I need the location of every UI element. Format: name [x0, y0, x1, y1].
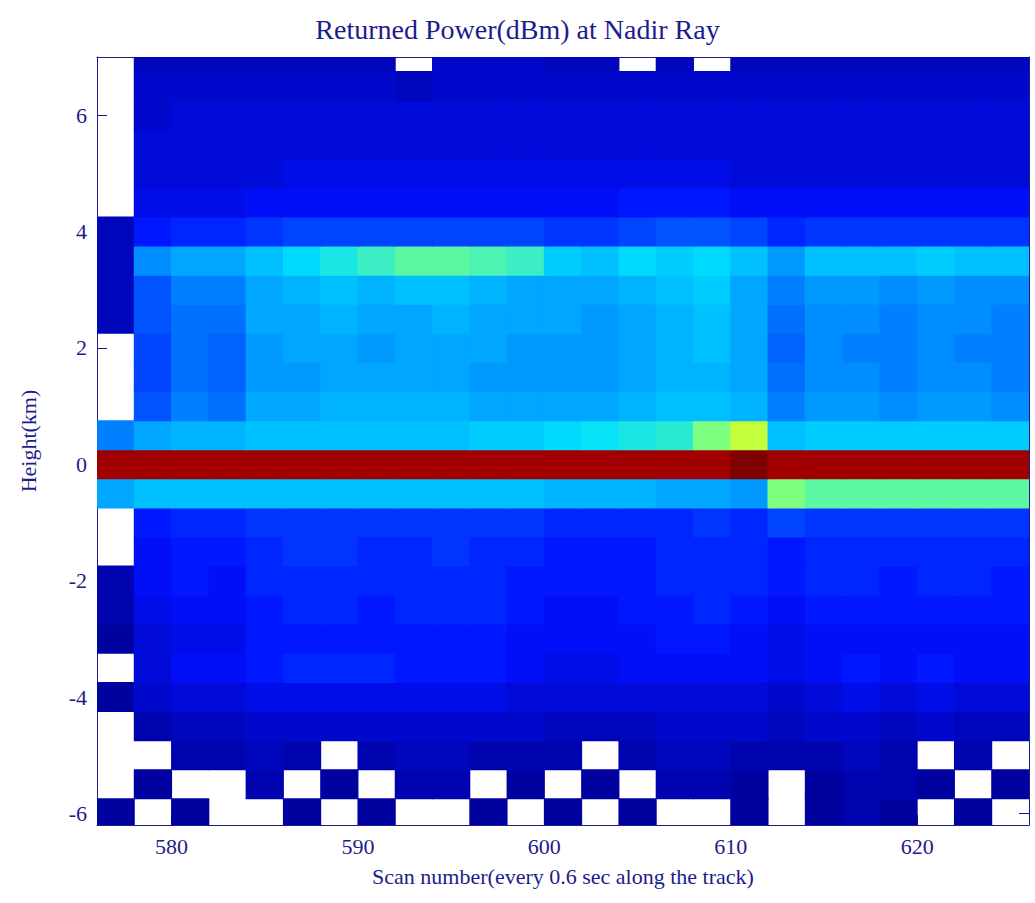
svg-text:-4: -4 [69, 685, 87, 710]
svg-text:590: 590 [341, 834, 374, 859]
svg-text:610: 610 [714, 834, 747, 859]
svg-text:4: 4 [76, 219, 87, 244]
svg-text:0: 0 [76, 452, 87, 477]
svg-text:Returned Power(dBm) at Nadir R: Returned Power(dBm) at Nadir Ray [315, 14, 719, 45]
svg-text:Scan number(every 0.6 sec alon: Scan number(every 0.6 sec along the trac… [372, 864, 754, 889]
svg-text:2: 2 [76, 335, 87, 360]
svg-text:580: 580 [155, 834, 188, 859]
svg-text:620: 620 [901, 834, 934, 859]
svg-text:-2: -2 [69, 568, 87, 593]
svg-text:6: 6 [76, 103, 87, 128]
svg-text:Height(km): Height(km) [16, 390, 41, 493]
svg-text:-6: -6 [69, 801, 87, 826]
svg-text:600: 600 [528, 834, 561, 859]
